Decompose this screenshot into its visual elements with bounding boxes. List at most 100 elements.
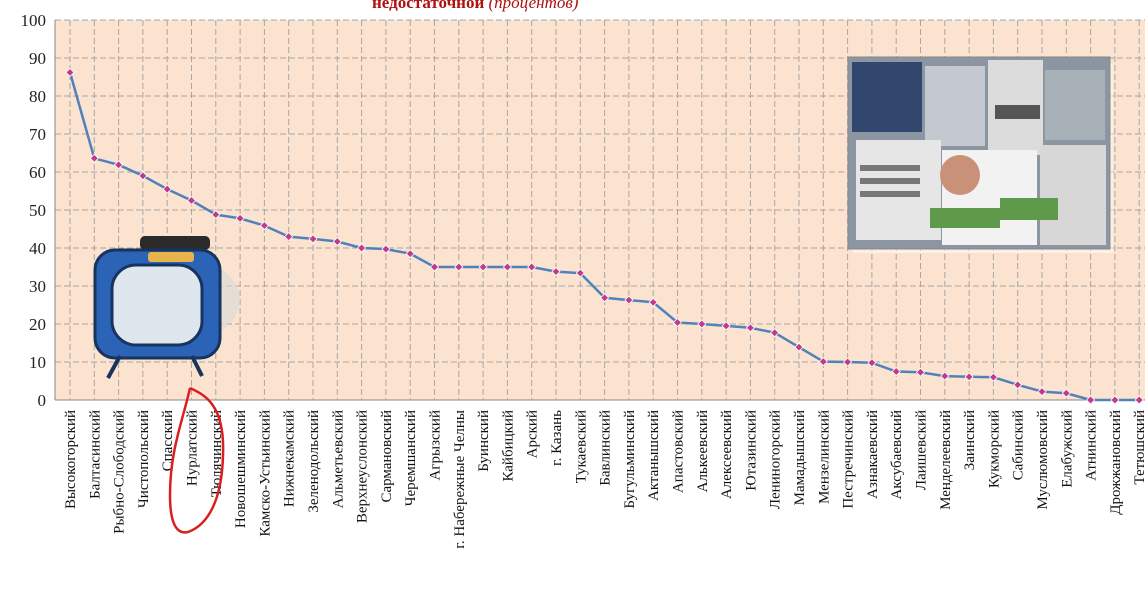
x-tick-label: Нурлатский (185, 410, 201, 486)
data-point-marker (988, 372, 998, 382)
data-point-marker (770, 328, 780, 338)
data-point-marker (357, 243, 367, 253)
x-tick-label: Алькеевский (695, 410, 711, 492)
y-tick-label: 30 (29, 277, 46, 296)
annotation-red-loop (168, 386, 225, 534)
y-tick-label: 40 (29, 239, 46, 258)
x-tick-label: Буинский (476, 410, 492, 472)
x-tick-label: Новошешминский (233, 410, 249, 528)
y-tick-label: 60 (29, 163, 46, 182)
data-point-marker (1110, 395, 1120, 405)
x-tick-label: Мамадышский (792, 410, 808, 505)
x-tick-label: Арский (525, 410, 541, 458)
data-point-marker (745, 323, 755, 333)
series-markers (65, 67, 1144, 405)
x-tick-label: Аксубаевский (889, 410, 905, 499)
x-tick-label: Дрожжановский (1108, 410, 1124, 515)
data-point-marker (114, 160, 124, 170)
x-tick-label: г. Казань (549, 410, 565, 466)
x-tick-label: Нижнекамский (282, 410, 298, 507)
data-point-marker (1086, 395, 1096, 405)
data-point-marker (381, 244, 391, 254)
data-point-marker (429, 262, 440, 272)
data-point-marker (624, 295, 634, 305)
data-point-marker (648, 297, 658, 307)
data-point-marker (721, 321, 731, 331)
x-tick-label: Алексеевский (719, 410, 735, 499)
y-axis-tick-labels: 0 10 20 30 40 50 60 70 80 90 100 (21, 11, 47, 410)
x-tick-label: Азнакаевский (865, 410, 881, 499)
data-point-marker (697, 319, 707, 329)
x-tick-label: Тетюшский (1132, 410, 1148, 485)
x-tick-label: Апастовский (671, 410, 687, 493)
data-point-marker (818, 357, 828, 367)
x-tick-label: Агрызский (428, 410, 444, 481)
data-point-marker (211, 209, 221, 220)
data-point-marker (891, 366, 901, 377)
data-point-marker (186, 195, 197, 206)
tv-icon (93, 236, 240, 379)
newspapers-image (847, 56, 1113, 253)
data-point-marker (1013, 380, 1023, 390)
y-tick-label: 20 (29, 315, 46, 334)
chart-title: недостаточной (процентов) (372, 0, 578, 13)
data-point-marker (162, 184, 172, 194)
data-point-marker (454, 262, 464, 272)
x-tick-label: Мензелинский (816, 410, 832, 504)
data-point-marker (940, 371, 950, 381)
x-tick-label: Спасский (160, 410, 176, 471)
y-tick-label: 0 (38, 391, 47, 410)
data-point-marker (65, 67, 75, 78)
chart-title-main: недостаточной (372, 0, 485, 12)
x-tick-label: Ютазинский (743, 410, 759, 491)
x-tick-label: Заинский (962, 410, 978, 470)
x-tick-label: Зеленодольский (306, 410, 322, 513)
y-tick-label: 80 (29, 87, 46, 106)
data-point-marker (259, 221, 269, 231)
data-point-marker (527, 262, 537, 272)
y-tick-label: 100 (21, 11, 47, 30)
y-tick-label: 70 (29, 125, 46, 144)
x-tick-label: Бугульминский (622, 410, 638, 509)
x-tick-label: Альметьевский (330, 410, 346, 508)
x-tick-label: Менделеевский (938, 410, 954, 510)
x-axis-tick-labels: Высокогорский Балтасинский Рыбно-Слободски… (63, 410, 1148, 549)
data-point-marker (235, 213, 245, 223)
x-tick-label: Чистопольский (136, 410, 152, 508)
x-tick-label: Елабужский (1059, 410, 1075, 488)
data-point-marker (575, 268, 585, 278)
data-point-marker (332, 236, 342, 247)
x-tick-label: Кукморский (986, 410, 1002, 488)
data-point-marker (405, 249, 415, 259)
data-point-marker (89, 153, 99, 163)
data-point-marker (478, 262, 488, 272)
x-tick-label: Атнинский (1084, 410, 1100, 481)
x-tick-label: Пестречинский (841, 410, 857, 509)
data-point-marker (1061, 388, 1071, 398)
x-tick-label: Сармановский (379, 410, 395, 503)
data-point-marker (964, 372, 974, 382)
data-point-marker (600, 293, 610, 303)
data-point-marker (502, 262, 512, 272)
y-tick-label: 90 (29, 49, 46, 68)
x-tick-label: Черемшанский (403, 410, 419, 506)
data-point-marker (867, 358, 877, 368)
x-tick-label: Муслюмовский (1035, 410, 1051, 510)
data-point-marker (915, 367, 926, 377)
x-tick-label: Сабинский (1011, 410, 1027, 480)
grid (54, 19, 1145, 401)
data-point-marker (551, 266, 561, 277)
y-tick-label: 10 (29, 353, 46, 372)
data-point-marker (308, 234, 318, 244)
x-tick-label: Верхнеуслонский (355, 410, 371, 523)
x-tick-label: г. Набережные Челны (452, 410, 468, 549)
x-tick-label: Актанышский (646, 410, 662, 501)
x-tick-label: Бавлинский (598, 410, 614, 486)
data-point-marker (284, 232, 294, 242)
y-tick-label: 50 (29, 201, 46, 220)
data-point-marker (1037, 387, 1047, 397)
data-point-marker (138, 171, 148, 181)
data-point-marker (672, 317, 683, 328)
x-tick-label: Лаишевский (914, 410, 930, 490)
